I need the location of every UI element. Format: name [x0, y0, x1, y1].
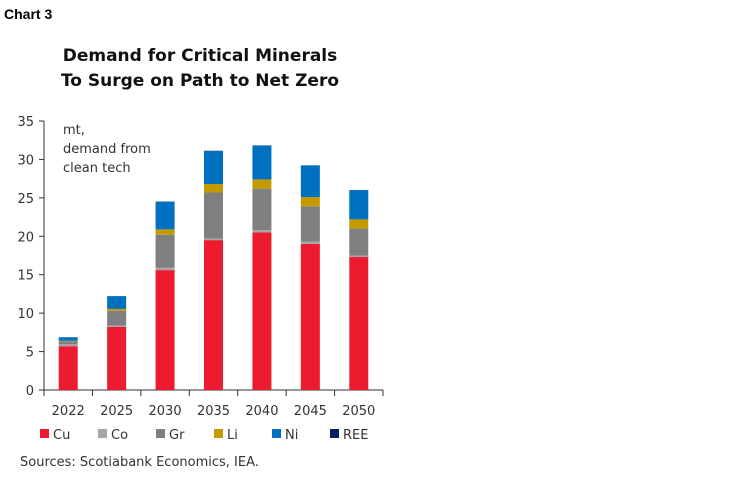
- bar-gr-2040: [252, 188, 272, 231]
- x-tick-label: 2030: [149, 404, 182, 419]
- x-tick-label: 2022: [52, 404, 85, 419]
- bar-co-2045: [300, 241, 320, 244]
- legend-label-ree: REE: [343, 428, 368, 443]
- bar-li-2035: [204, 184, 223, 193]
- bar-cu-2040: [252, 232, 272, 390]
- y-tick-label: 10: [17, 307, 34, 322]
- bar-cu-2022: [58, 346, 78, 390]
- bar-gr-2022: [58, 341, 78, 345]
- bar-li-2025: [107, 308, 127, 311]
- bar-gr-2035: [204, 192, 223, 239]
- bar-cu-2025: [107, 326, 127, 390]
- bar-co-2040: [252, 230, 272, 233]
- y-tick-label: 15: [17, 269, 34, 284]
- legend-label-co: Co: [111, 428, 128, 443]
- bar-li-2045: [300, 197, 320, 207]
- bar-ni-2030: [155, 201, 175, 230]
- bar-gr-2025: [107, 310, 127, 326]
- bar-ni-2022: [58, 337, 78, 341]
- y-tick-label: 35: [17, 115, 34, 130]
- legend-label-cu: Cu: [53, 428, 70, 443]
- y-tick-label: 5: [26, 346, 34, 361]
- bar-cu-2035: [204, 240, 223, 390]
- bar-gr-2050: [349, 228, 369, 256]
- chart-label: Chart 3: [4, 6, 53, 22]
- annotation-line: mt,: [63, 123, 85, 138]
- x-tick-label: 2045: [294, 404, 327, 419]
- bar-ni-2040: [252, 145, 272, 180]
- bar-li-2050: [349, 219, 369, 229]
- bar-cu-2050: [349, 257, 369, 390]
- y-tick-label: 25: [17, 192, 34, 207]
- y-tick-label: 30: [17, 153, 34, 168]
- chart-title: Demand for Critical Minerals To Surge on…: [40, 44, 360, 94]
- title-line-2: To Surge on Path to Net Zero: [60, 71, 340, 91]
- annotation-line: demand from: [63, 142, 151, 157]
- bar-ni-2050: [349, 190, 369, 220]
- legend-swatch-ree: [330, 429, 339, 438]
- y-tick-label: 20: [17, 230, 34, 245]
- bar-li-2040: [252, 179, 272, 189]
- source-note: Sources: Scotiabank Economics, IEA.: [20, 455, 259, 470]
- bar-co-2022: [58, 344, 78, 347]
- legend-label-gr: Gr: [169, 428, 185, 443]
- bar-ni-2035: [204, 150, 223, 185]
- legend-swatch-ni: [272, 429, 281, 438]
- legend-swatch-li: [214, 429, 223, 438]
- bar-ni-2045: [300, 165, 320, 198]
- title-line-1: Demand for Critical Minerals: [62, 46, 338, 66]
- bar-co-2025: [107, 325, 127, 327]
- legend-label-li: Li: [227, 428, 238, 443]
- bar-co-2035: [204, 238, 223, 241]
- x-tick-label: 2040: [245, 404, 278, 419]
- bar-co-2030: [155, 267, 175, 271]
- bar-cu-2045: [300, 243, 320, 390]
- x-tick-label: 2050: [342, 404, 375, 419]
- y-tick-label: 0: [26, 384, 34, 399]
- bar-co-2050: [349, 255, 369, 258]
- bar-gr-2030: [155, 234, 175, 268]
- x-tick-label: 2025: [100, 404, 133, 419]
- annotation-line: clean tech: [63, 161, 131, 176]
- bar-li-2030: [155, 229, 175, 235]
- legend-swatch-co: [98, 429, 107, 438]
- legend-label-ni: Ni: [285, 428, 298, 443]
- x-tick-label: 2035: [197, 404, 230, 419]
- legend-swatch-cu: [40, 429, 49, 438]
- bar-ni-2025: [107, 296, 127, 309]
- legend-swatch-gr: [156, 429, 165, 438]
- bar-gr-2045: [300, 206, 320, 242]
- bar-cu-2030: [155, 270, 175, 390]
